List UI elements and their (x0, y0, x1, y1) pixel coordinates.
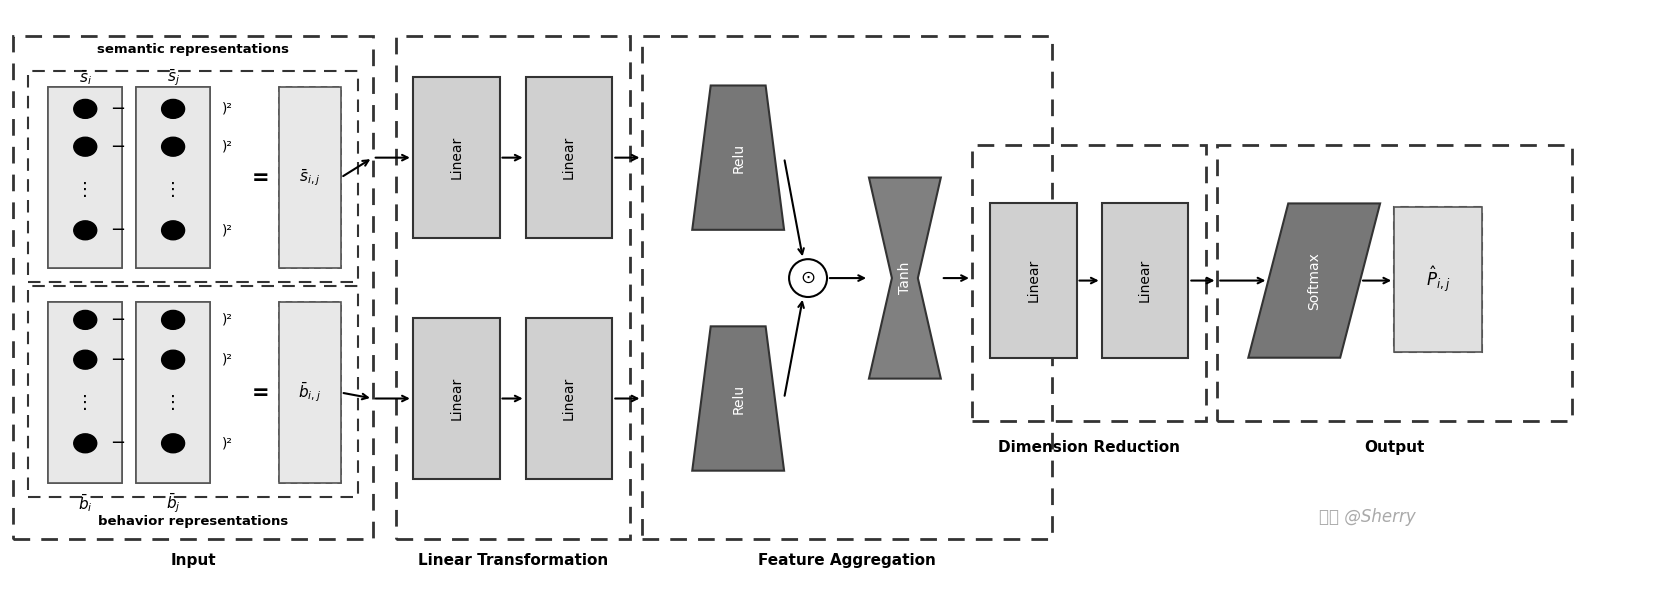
Bar (990, 204, 1077, 358)
Text: behavior representations: behavior representations (99, 516, 288, 529)
Text: Linear: Linear (1026, 259, 1041, 302)
Text: −: − (110, 434, 125, 453)
Bar (413, 77, 500, 238)
Ellipse shape (162, 350, 184, 369)
Text: =: = (253, 382, 269, 402)
Bar (1394, 208, 1482, 352)
Text: ⋮: ⋮ (164, 395, 182, 412)
Bar (49, 302, 122, 483)
Ellipse shape (162, 434, 184, 453)
Bar (136, 302, 211, 483)
Polygon shape (693, 86, 785, 230)
Bar (1218, 145, 1571, 421)
Bar (49, 302, 122, 483)
Polygon shape (693, 326, 785, 471)
Bar (413, 318, 500, 479)
Text: ⋮: ⋮ (77, 395, 94, 412)
Text: Relu: Relu (731, 143, 744, 173)
Bar (28, 71, 358, 282)
Text: Softmax: Softmax (1307, 251, 1322, 310)
Text: )²: )² (221, 436, 233, 450)
Text: $\bar{s}_{i,j}$: $\bar{s}_{i,j}$ (299, 167, 321, 188)
Text: ⋮: ⋮ (77, 182, 94, 199)
Text: Dimension Reduction: Dimension Reduction (999, 440, 1179, 455)
Bar (1101, 204, 1188, 358)
Ellipse shape (162, 221, 184, 240)
Ellipse shape (162, 137, 184, 156)
Bar (525, 77, 612, 238)
Text: $\bar{b}_j$: $\bar{b}_j$ (166, 491, 181, 515)
Ellipse shape (74, 137, 97, 156)
Bar (525, 318, 612, 479)
Bar (279, 87, 341, 268)
Ellipse shape (74, 434, 97, 453)
Bar (1394, 208, 1482, 352)
Text: Relu: Relu (731, 384, 744, 414)
Text: =: = (253, 168, 269, 188)
Bar (136, 87, 211, 268)
Text: ⊙: ⊙ (800, 269, 816, 287)
Bar (136, 87, 211, 268)
Text: $\bar{s}_i$: $\bar{s}_i$ (79, 68, 92, 87)
Text: $\bar{b}_i$: $\bar{b}_i$ (79, 492, 92, 514)
Text: $\hat{P}_{i,j}$: $\hat{P}_{i,j}$ (1425, 265, 1450, 294)
Bar (28, 286, 358, 497)
Text: semantic representations: semantic representations (97, 42, 289, 55)
Text: ⋮: ⋮ (164, 182, 182, 199)
Text: −: − (110, 350, 125, 369)
Text: )²: )² (221, 353, 233, 367)
Ellipse shape (74, 221, 97, 240)
Bar (972, 145, 1206, 421)
Text: −: − (110, 311, 125, 329)
Text: Tanh: Tanh (898, 262, 912, 294)
Text: Linear: Linear (1138, 259, 1153, 302)
Text: Input: Input (171, 553, 216, 568)
Text: Feature Aggregation: Feature Aggregation (758, 553, 935, 568)
Bar (397, 36, 631, 539)
Bar (642, 36, 1052, 539)
Text: )²: )² (221, 313, 233, 327)
Text: −: − (110, 221, 125, 240)
Text: )²: )² (221, 140, 233, 154)
Text: 知乎 @Sherry: 知乎 @Sherry (1320, 508, 1415, 526)
Text: Linear: Linear (562, 377, 576, 420)
Ellipse shape (74, 310, 97, 329)
Bar (49, 87, 122, 268)
Text: −: − (110, 100, 125, 118)
Bar (279, 87, 341, 268)
Text: )²: )² (221, 223, 233, 237)
Bar (279, 302, 341, 483)
Bar (13, 36, 373, 539)
Ellipse shape (162, 310, 184, 329)
Text: Linear: Linear (448, 377, 463, 420)
Text: $\bar{b}_{i,j}$: $\bar{b}_{i,j}$ (298, 381, 321, 404)
Ellipse shape (74, 100, 97, 119)
Text: −: − (110, 137, 125, 156)
Text: Output: Output (1365, 440, 1425, 455)
Bar (136, 302, 211, 483)
Text: $\bar{s}_j$: $\bar{s}_j$ (167, 68, 179, 88)
Text: Linear: Linear (448, 136, 463, 179)
Polygon shape (1248, 204, 1380, 358)
Bar (49, 87, 122, 268)
Polygon shape (868, 178, 940, 379)
Text: Linear Transformation: Linear Transformation (418, 553, 609, 568)
Text: Linear: Linear (562, 136, 576, 179)
Bar (279, 302, 341, 483)
Ellipse shape (74, 350, 97, 369)
Ellipse shape (162, 100, 184, 119)
Circle shape (790, 259, 826, 297)
Text: )²: )² (221, 102, 233, 116)
